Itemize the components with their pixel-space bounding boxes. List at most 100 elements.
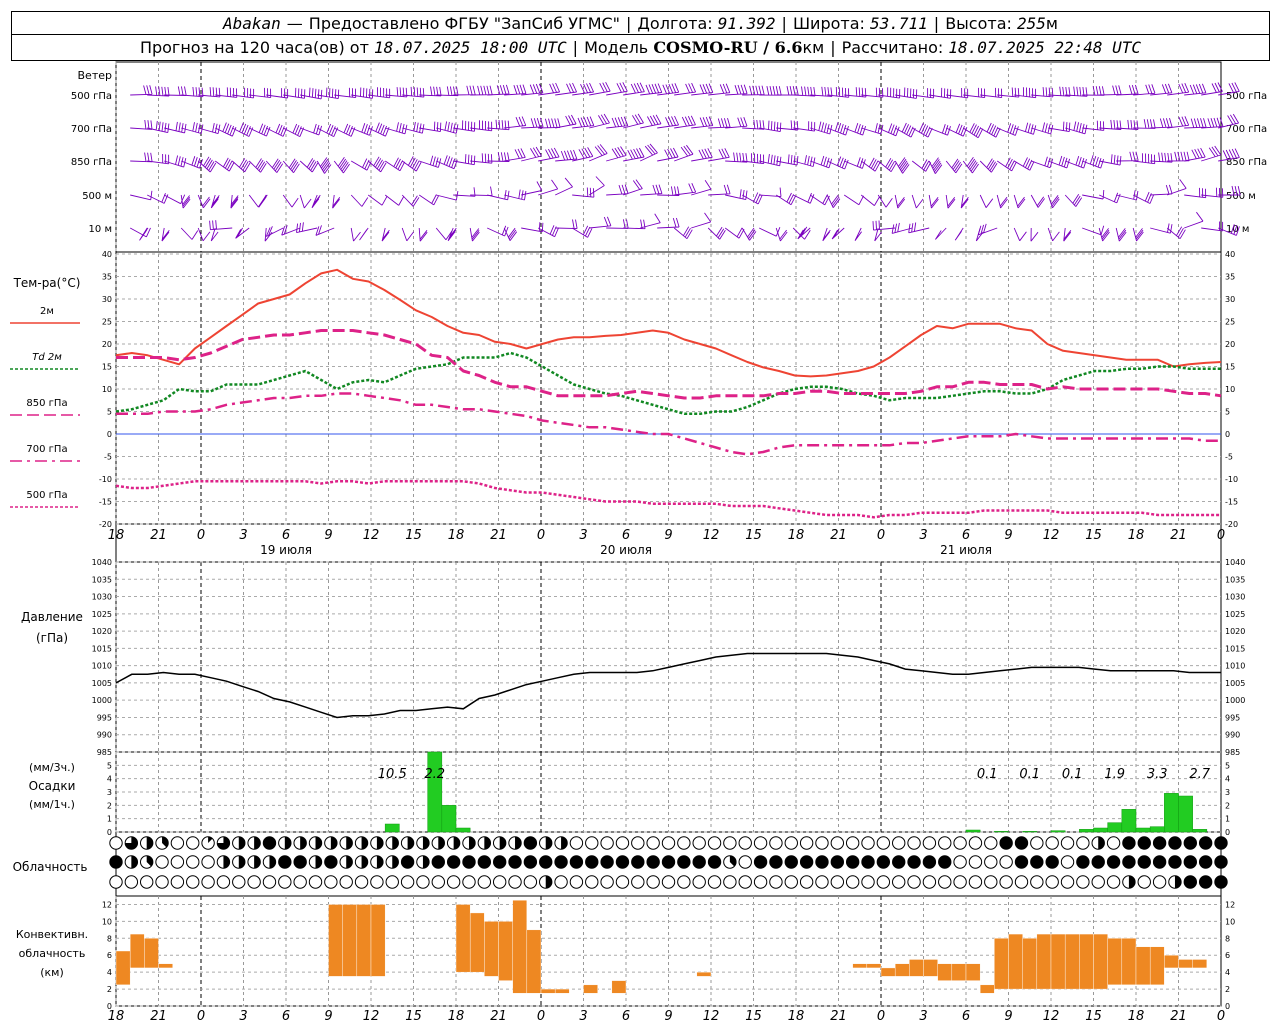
convective-bar [115,950,131,986]
cloud-cover-symbol [615,875,630,889]
wind-barb [895,87,918,99]
wind-barb [265,158,284,173]
convective-bar [554,988,570,994]
wind-barb [691,116,714,129]
wind-barb [139,227,149,241]
wind-barb [130,152,153,163]
cloud-cover-symbol [1045,875,1059,889]
cloud-cover-symbol [1137,875,1151,889]
wind-barb [209,220,233,231]
time-tick-label-bottom: 18 [788,1009,805,1024]
time-tick-label-bottom: 15 [745,1009,762,1024]
time-tick-label: 18 [1128,528,1145,543]
cloud-cover-symbol [1045,836,1059,850]
wind-barb [980,87,1003,99]
wind-barb [1132,227,1144,242]
wind-level-label-right: 700 гПа [1226,124,1267,135]
wind-barb [214,157,235,172]
wind-barb [1116,190,1139,201]
wind-barb [436,191,459,201]
wind-barb [230,194,239,209]
wind-barb [691,179,712,196]
wind-barb [1047,227,1060,242]
wind-barb [350,227,361,242]
cloud-cover-symbol [1060,836,1075,850]
convective-bar [923,959,938,977]
wind-barb [872,220,896,231]
y-tick-label: 15 [102,363,112,372]
wind-barb [401,194,420,207]
cloud-cover-symbol [370,875,384,889]
precip-bar [384,823,400,833]
wind-barb [691,148,713,162]
y-tick-label: 35 [102,273,112,282]
precip-bar [1178,795,1193,833]
y-tick-label: 10 [102,917,112,926]
wind-barb [1166,226,1186,240]
cloud-cover-symbol [1183,875,1198,889]
convective-bar [540,988,556,994]
wind-barb [164,121,187,134]
cloud-cover-symbol [1091,875,1105,889]
wind-barb [555,177,573,196]
wind-barb [894,194,906,209]
cloud-title: Облачность [13,860,88,874]
wind-barb [147,193,169,204]
cloud-cover-symbol [400,875,415,889]
wind-barb [1115,227,1127,242]
cloud-cover-symbol [416,875,430,889]
wind-barb [759,86,782,96]
legend-label: 2м [40,306,54,317]
cloud-cover-symbol [907,875,921,889]
y-tick-label: 0 [107,828,112,837]
y-tick-label-right: 1030 [1225,593,1245,602]
cloud-cover-symbol [631,836,645,850]
cloud-cover-fill [561,836,568,850]
cloud-cover-symbol [815,875,829,889]
convective-bar [1135,946,1151,986]
y-tick-label: 30 [102,295,112,304]
model-label: Модель [584,38,649,57]
cloud-cover-fill [515,836,522,850]
cloud-cover-symbol [109,855,123,869]
cloud-cover-symbol [124,875,139,889]
wind-barb [572,116,595,129]
y-tick-label: 5 [107,408,112,417]
cloud-cover-fill [1174,875,1182,889]
cloud-cover-symbol [646,855,660,869]
wind-barb [945,158,963,174]
wind-barb [810,86,833,97]
time-tick-label-bottom: 21 [830,1009,847,1024]
wind-barb [572,82,595,96]
convective-bar [328,904,343,977]
cloud-cover-symbol [1030,836,1044,850]
y-tick-label: 10 [102,385,112,394]
wind-barb [606,184,629,196]
wind-barb [282,123,305,138]
cloud-cover-symbol [1091,855,1105,869]
wind-barb [725,189,748,201]
temp-series-1 [115,268,1222,378]
convective-bar [880,967,896,977]
time-tick-label: 0 [537,528,545,543]
wind-barb [827,121,849,136]
wind-barb [469,227,480,242]
temp-series-2 [115,351,1221,416]
wind-barb [521,222,544,233]
wind-barb [1201,117,1224,129]
cloud-cover-symbol [139,875,154,889]
time-tick-label: 6 [962,528,970,543]
wind-barb [822,227,831,242]
cloud-cover-symbol [585,875,599,889]
wind-barb [759,187,782,198]
y-tick-label: 1035 [92,575,112,584]
cloud-cover-fill [422,836,430,850]
cloud-cover-fill [1128,875,1136,889]
cloud-cover-symbol [492,855,507,869]
cloud-cover-symbol [661,855,676,869]
wind-barb [384,194,405,206]
cloud-cover-fill [300,836,307,850]
cloud-cover-symbol [477,855,492,869]
wind-barb [300,87,323,100]
wind-barb [844,157,866,169]
